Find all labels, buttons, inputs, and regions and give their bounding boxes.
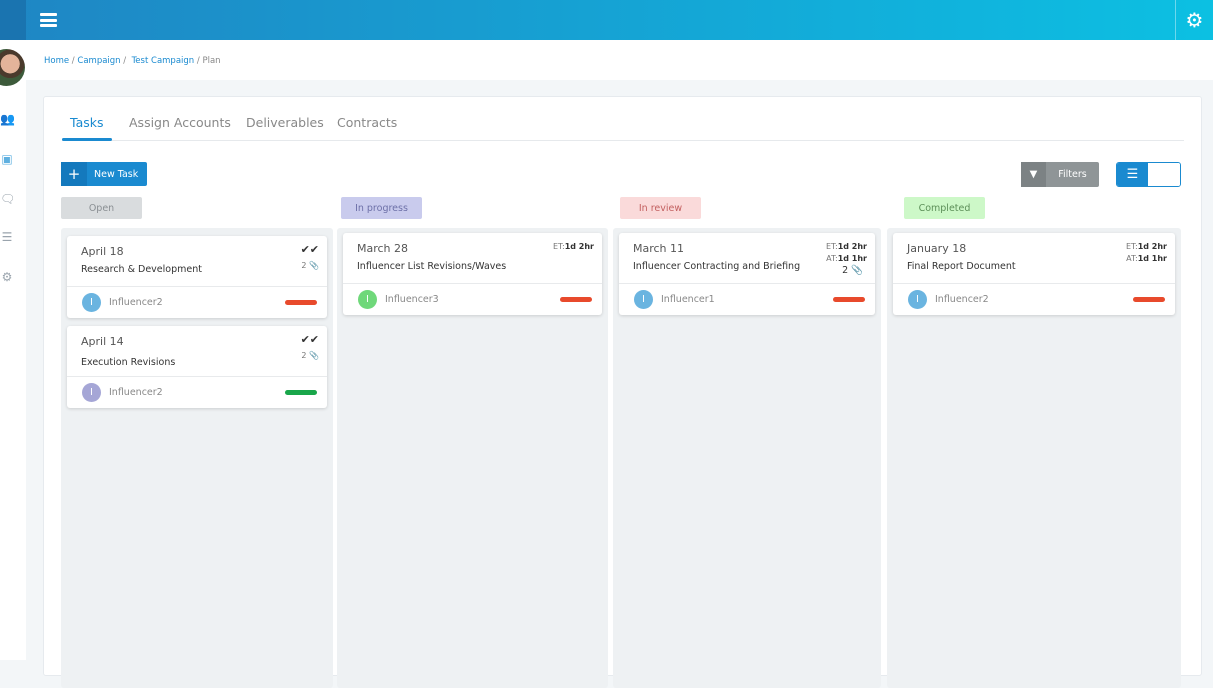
task-date: March 11: [633, 242, 685, 255]
task-footer: I Influencer2: [67, 376, 327, 408]
assignee-name[interactable]: Influencer3: [385, 294, 439, 305]
task-title: Influencer List Revisions/Waves: [357, 261, 507, 272]
at-label: AT:: [1126, 254, 1138, 263]
task-meta: ET:1d 2hr AT:1d 1hr: [1126, 241, 1167, 265]
briefcase-icon[interactable]: ▣: [1, 152, 13, 166]
settings-button[interactable]: ⚙: [1175, 0, 1213, 40]
task-date: April 14: [81, 335, 124, 348]
attachment-count: 2: [842, 265, 849, 276]
tab-bar: Tasks Assign Accounts Deliverables Contr…: [62, 97, 1184, 141]
estimated-time: 1d 2hr: [564, 242, 594, 251]
breadcrumb: Home / Campaign / Test Campaign / Plan: [44, 56, 221, 66]
assignee-avatar: I: [358, 290, 377, 309]
column-header: In review: [620, 197, 701, 219]
estimated-time: 1d 2hr: [1137, 242, 1167, 251]
priority-bar: [285, 300, 317, 305]
breadcrumb-test-campaign[interactable]: Test Campaign: [131, 56, 195, 66]
task-title: Research & Development: [81, 264, 202, 275]
estimated-time: 1d 2hr: [837, 242, 867, 251]
task-footer: I Influencer2: [893, 283, 1175, 315]
tab-contracts[interactable]: Contracts: [337, 115, 398, 130]
assignee-avatar: I: [82, 293, 101, 312]
column-header: Open: [61, 197, 142, 219]
assignee-avatar: I: [82, 383, 101, 402]
assignee-name[interactable]: Influencer2: [109, 387, 163, 398]
sidebar: 👥 ▣ 🗨 ☰ ⚙: [0, 40, 26, 660]
breadcrumb-campaign[interactable]: Campaign: [77, 56, 121, 66]
tab-deliverables[interactable]: Deliverables: [246, 115, 324, 130]
breadcrumb-current: Plan: [202, 56, 221, 66]
board-view-button[interactable]: [1148, 163, 1180, 186]
tab-tasks[interactable]: Tasks: [62, 115, 111, 141]
task-column: March 11 Influencer Contracting and Brie…: [613, 228, 881, 688]
breadcrumb-home[interactable]: Home: [44, 56, 70, 66]
new-task-button[interactable]: + New Task: [61, 162, 147, 186]
actual-time: 1d 1hr: [837, 254, 867, 263]
assignee-name[interactable]: Influencer2: [935, 294, 989, 305]
et-label: ET:: [1125, 242, 1138, 251]
filters-label: Filters: [1058, 169, 1087, 180]
task-column: March 28 Influencer List Revisions/Waves…: [337, 228, 608, 688]
task-card[interactable]: April 18 Research & Development ✔✔ 2 📎 I …: [67, 236, 327, 318]
task-meta: ET:1d 2hr: [553, 241, 594, 253]
et-label: ET:: [552, 242, 565, 251]
plan-panel: Tasks Assign Accounts Deliverables Contr…: [43, 96, 1202, 688]
chat-icon[interactable]: 🗨: [0, 192, 16, 206]
tab-assign-accounts[interactable]: Assign Accounts: [129, 115, 231, 130]
column-header: Completed: [904, 197, 985, 219]
task-footer: I Influencer3: [343, 283, 602, 315]
clipboard-icon[interactable]: ☰: [1, 230, 13, 244]
task-meta: ✔✔ 2 📎: [301, 334, 319, 362]
actual-time: 1d 1hr: [1137, 254, 1167, 263]
assignee-avatar: I: [634, 290, 653, 309]
view-toggle: ☰: [1116, 162, 1181, 187]
filter-icon: ▼: [1021, 162, 1046, 187]
task-date: April 18: [81, 245, 124, 258]
paperclip-icon: 📎: [851, 265, 863, 276]
assignee-name[interactable]: Influencer2: [109, 297, 163, 308]
priority-bar: [285, 390, 317, 395]
task-title: Execution Revisions: [81, 357, 176, 368]
task-meta: ✔✔ 2 📎: [301, 244, 319, 272]
task-footer: I Influencer2: [67, 286, 327, 318]
gear-icon: ⚙: [1185, 8, 1204, 32]
attachment-count: 2: [301, 261, 307, 270]
settings-icon[interactable]: ⚙: [1, 270, 13, 284]
task-footer: I Influencer1: [619, 283, 875, 315]
task-date: January 18: [907, 242, 967, 255]
breadcrumb-bar: [26, 40, 1213, 80]
task-column: January 18 Final Report Document ET:1d 2…: [887, 228, 1181, 688]
task-meta: ET:1d 2hr AT:1d 1hr 2 📎: [826, 241, 867, 277]
task-card[interactable]: April 14 Execution Revisions ✔✔ 2 📎 I Inf…: [67, 326, 327, 408]
checklist-icon: ✔✔: [300, 243, 319, 256]
assignee-name[interactable]: Influencer1: [661, 294, 715, 305]
attachment-count: 2: [301, 351, 307, 360]
logo-strip: [0, 0, 26, 40]
checklist-icon: ✔✔: [300, 333, 319, 346]
assignee-avatar: I: [908, 290, 927, 309]
task-title: Final Report Document: [907, 261, 1016, 272]
paperclip-icon: 📎: [309, 261, 319, 270]
plus-icon: +: [61, 162, 87, 186]
task-card[interactable]: January 18 Final Report Document ET:1d 2…: [893, 233, 1175, 315]
users-icon[interactable]: 👥: [0, 112, 15, 126]
task-date: March 28: [357, 242, 409, 255]
task-title: Influencer Contracting and Briefing: [633, 261, 801, 272]
paperclip-icon: 📎: [309, 351, 319, 360]
filters-button[interactable]: ▼ Filters: [1021, 162, 1099, 187]
priority-bar: [1133, 297, 1165, 302]
new-task-label: New Task: [94, 168, 139, 180]
top-bar: ⚙: [0, 0, 1213, 40]
et-label: ET:: [825, 242, 838, 251]
task-card[interactable]: March 11 Influencer Contracting and Brie…: [619, 233, 875, 315]
task-card[interactable]: March 28 Influencer List Revisions/Waves…: [343, 233, 602, 315]
list-view-icon[interactable]: ☰: [1117, 163, 1148, 186]
priority-bar: [833, 297, 865, 302]
task-column: April 18 Research & Development ✔✔ 2 📎 I …: [61, 228, 333, 688]
at-label: AT:: [826, 254, 838, 263]
priority-bar: [560, 297, 592, 302]
column-header: In progress: [341, 197, 422, 219]
hamburger-icon[interactable]: [40, 13, 57, 27]
